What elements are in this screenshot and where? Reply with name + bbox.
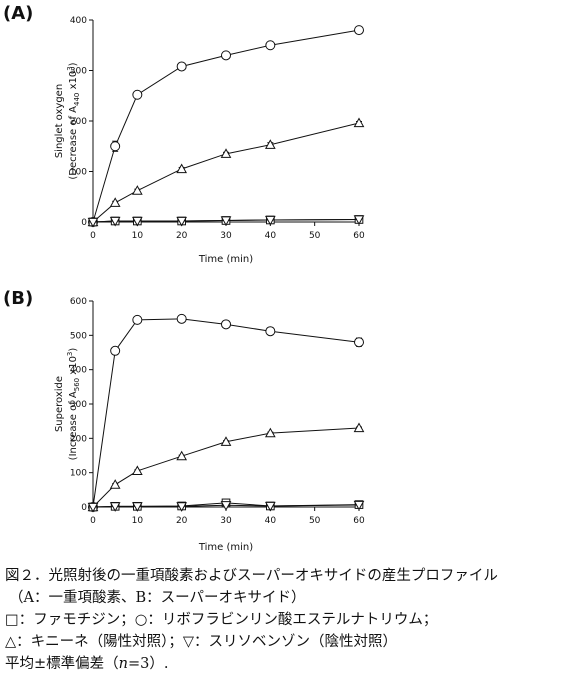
caption-line-3: □：ファモチジン；○：リボフラビンリン酸エステルナトリウム； [5, 609, 573, 631]
y-tick-label: 0 [81, 503, 87, 513]
data-point-circle [355, 26, 364, 35]
caption-line-5-suffix: =3）. [128, 656, 168, 672]
caption-line-5-prefix: 平均±標準偏差（ [5, 656, 119, 672]
x-tick-label: 60 [353, 516, 365, 526]
charts-canvas: (A)01002003004000102030405060Time (min)S… [0, 0, 575, 560]
series-line-triangle [93, 123, 359, 222]
data-point-circle [177, 314, 186, 323]
x-tick-label: 40 [265, 516, 277, 526]
data-point-circle [133, 315, 142, 324]
x-axis-title: Time (min) [198, 542, 253, 553]
caption-line-2: （A：一重項酸素、B：スーパーオキサイド） [5, 587, 573, 609]
y-axis-title-suffix: x10 [68, 356, 79, 378]
y-tick-label: 0 [81, 218, 87, 228]
data-point-circle [133, 90, 142, 99]
x-tick-label: 10 [132, 516, 144, 526]
data-point-triangle [133, 466, 142, 474]
x-tick-label: 50 [309, 516, 321, 526]
data-point-triangle [111, 198, 120, 206]
data-point-triangle [177, 452, 186, 460]
series-line-circle [93, 319, 359, 507]
y-axis-title-close: ) [68, 62, 79, 66]
data-point-circle [177, 62, 186, 71]
y-axis-title-prefix: (Increase of A [68, 391, 79, 460]
x-tick-label: 20 [176, 231, 188, 241]
caption-line-5: 平均±標準偏差（n=3）. [5, 653, 573, 675]
y-axis-title-line-2: (Decrease of A440 x103) [66, 62, 81, 179]
y-axis-title-subscript: 440 [73, 93, 81, 106]
x-tick-label: 30 [220, 516, 232, 526]
figure-caption: 図２．光照射後の一重項酸素およびスーパーオキサイドの産生プロファイル （A：一重… [5, 565, 573, 675]
y-axis-title-line-2: (Increase of A560 x103) [66, 348, 81, 461]
data-point-triangle [355, 119, 364, 127]
panel-label: (A) [3, 3, 33, 24]
data-point-triangle [355, 424, 364, 432]
data-point-circle [355, 338, 364, 347]
data-point-circle [222, 51, 231, 60]
data-point-circle [266, 327, 275, 336]
x-tick-label: 0 [90, 516, 96, 526]
y-axis-title-line-1: Singlet oxygen [54, 84, 65, 158]
y-tick-label: 100 [70, 469, 87, 479]
chart-panel-b: (B)01002003004005006000102030405060Time … [3, 288, 365, 553]
x-tick-label: 50 [309, 231, 321, 241]
x-axis-title: Time (min) [198, 254, 253, 265]
y-axis-title-line-1: Superoxide [54, 376, 65, 432]
x-tick-label: 30 [220, 231, 232, 241]
caption-line-4: △：キニーネ（陽性対照）；▽：スリソベンゾン（陰性対照） [5, 631, 573, 653]
panel-label: (B) [3, 288, 33, 309]
y-axis-title-prefix: (Decrease of A [68, 106, 79, 180]
data-point-circle [266, 41, 275, 50]
data-point-triangle [177, 164, 186, 172]
data-point-triangle [133, 186, 142, 194]
x-tick-label: 60 [353, 231, 365, 241]
x-tick-label: 10 [132, 231, 144, 241]
y-tick-label: 600 [70, 297, 87, 307]
data-point-circle [111, 346, 120, 355]
caption-line-1: 図２．光照射後の一重項酸素およびスーパーオキサイドの産生プロファイル [5, 565, 573, 587]
y-axis-title-close: ) [68, 348, 79, 352]
data-point-circle [111, 142, 120, 151]
x-tick-label: 20 [176, 516, 188, 526]
data-point-circle [222, 320, 231, 329]
y-axis-title-subscript: 560 [73, 378, 81, 391]
caption-line-5-n: n [119, 656, 128, 672]
data-point-triangle [111, 480, 120, 488]
x-tick-label: 0 [90, 231, 96, 241]
chart-panel-a: (A)01002003004000102030405060Time (min)S… [3, 3, 365, 265]
x-tick-label: 40 [265, 231, 277, 241]
y-tick-label: 400 [70, 16, 87, 26]
y-axis-title-suffix: x10 [68, 71, 79, 93]
y-tick-label: 500 [70, 331, 87, 341]
